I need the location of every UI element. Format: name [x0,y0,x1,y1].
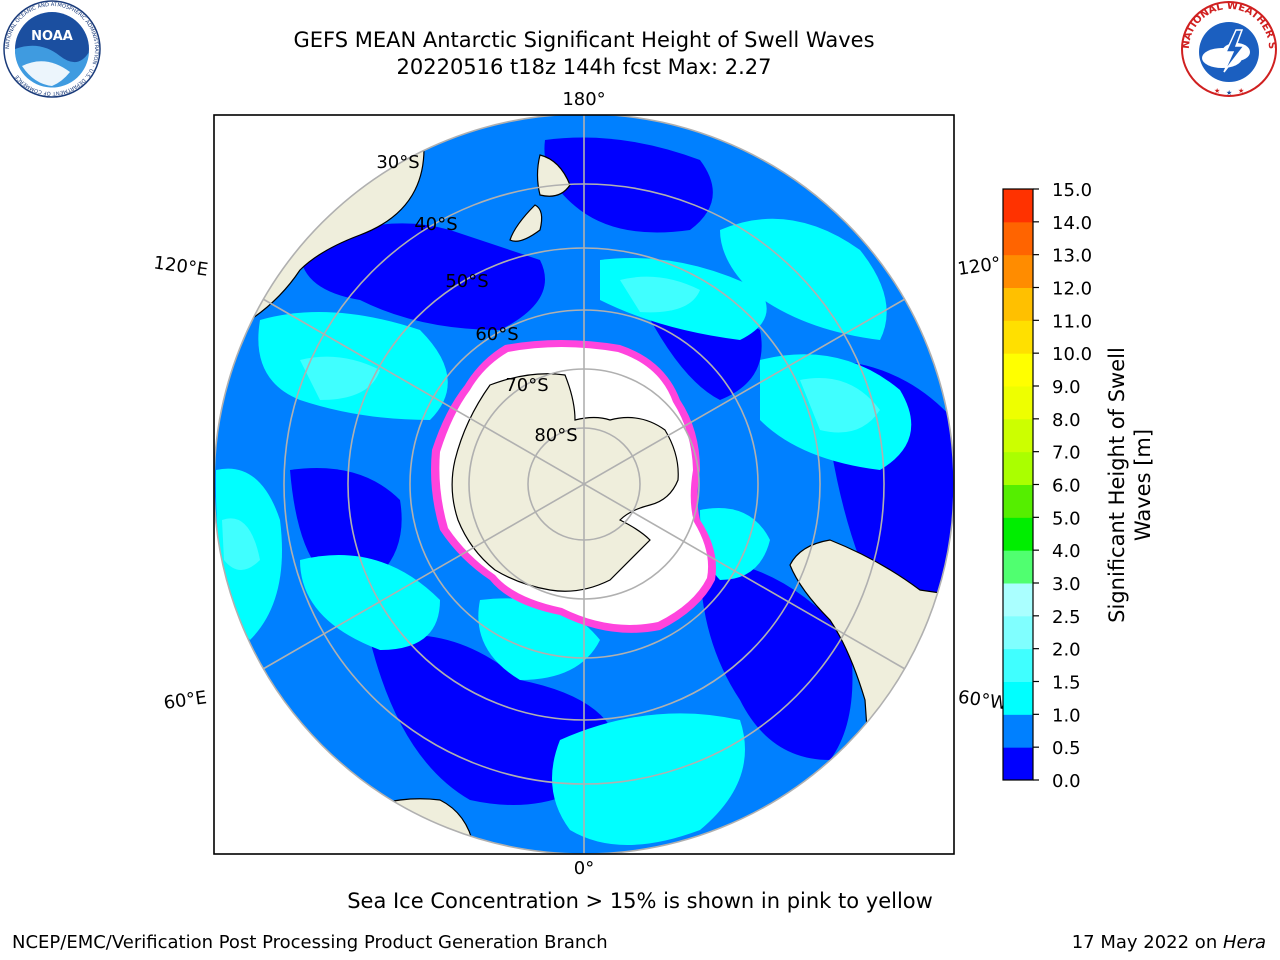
chart-subtitle: 20220516 t18z 144h fcst Max: 2.27 [396,55,772,79]
colorbar-tick-label: 15.0 [1052,180,1092,201]
colorbar-segment [1003,615,1033,650]
lat-label-70S: 70°S [505,375,548,396]
colorbar-tick-label: 5.0 [1052,508,1081,529]
lon-label-120W: 120° [956,253,1002,280]
colorbar-tick-label: 0.5 [1052,738,1081,759]
colorbar-tick-label: 2.5 [1052,607,1081,628]
svg-text:★: ★ [1238,87,1244,95]
footer-credit: NCEP/EMC/Verification Post Processing Pr… [12,932,608,953]
svg-text:★: ★ [1226,89,1232,97]
colorbar-tick-label: 0.0 [1052,771,1081,792]
colorbar-tick-label: 13.0 [1052,246,1092,267]
swell-region-high [300,555,440,650]
lon-label-60E: 60°E [162,687,208,714]
swell-region-higher [620,276,700,313]
colorbar-segment [1003,714,1033,748]
noaa-logo-text: NOAA [31,29,73,44]
colorbar-segment [1003,320,1033,354]
swell-region-high [552,713,745,845]
swell-region-low [300,223,545,330]
colorbar-tick-label: 10.0 [1052,344,1092,365]
footer-date: 17 May 2022 on Hera [1072,932,1266,953]
swell-region-higher [222,518,260,570]
colorbar-segment [1003,221,1033,256]
national-weather-service-logo: NATIONAL WEATHER SERVICE ★ ★ ★ [1178,0,1277,97]
graticule [214,115,954,854]
land-new-zealand [509,154,571,242]
colorbar-tick-label: 1.5 [1052,673,1081,694]
colorbar-segment [1003,681,1033,715]
colorbar-segment [1003,484,1033,518]
lat-label-60S: 60°S [475,324,518,345]
colorbar-tick-label: 12.0 [1052,279,1092,300]
swell-region-higher [800,378,880,433]
colorbar-tick-label: 14.0 [1052,213,1092,234]
noaa-logo: NATIONAL OCEANIC AND ATMOSPHERIC ADMINIS… [3,0,101,98]
colorbar: 0.0 0.5 1.0 1.5 2.0 2.5 3.0 4.0 5.0 6.0 7.0 8.0 9.0 1… [1002,180,1092,792]
colorbar-tick-label: 9.0 [1052,377,1081,398]
colorbar-label-line1: Significant Height of Swell [1105,347,1129,623]
colorbar-tick-label: 6.0 [1052,476,1081,497]
colorbar-segment [1003,550,1033,584]
colorbar-segment [1003,517,1033,551]
lon-label-60W: 60°W [957,687,1009,715]
swell-region-low [544,137,713,233]
colorbar-tick-label: 3.0 [1052,574,1081,595]
sea-ice-caption: Sea Ice Concentration > 15% is shown in … [347,889,933,913]
colorbar-tick-label: 2.0 [1052,640,1081,661]
colorbar-segment [1003,747,1033,781]
swell-region-higher [300,356,380,400]
colorbar-segment [1003,254,1033,288]
lon-label-180: 180° [562,89,605,110]
colorbar-tick-label: 8.0 [1052,410,1081,431]
footer-host: Hera [1222,932,1266,953]
colorbar-segment [1003,353,1033,387]
colorbar-label-line2: Waves [m] [1131,429,1155,541]
swell-region-low [700,560,853,760]
lon-label-120E: 120°E [152,252,209,280]
lon-label-0: 0° [574,858,594,879]
svg-text:★: ★ [1214,87,1220,95]
footer-date-text: 17 May 2022 on [1071,932,1223,953]
lat-label-80S: 80°S [534,425,577,446]
colorbar-segment [1003,386,1033,420]
chart-title: GEFS MEAN Antarctic Significant Height o… [293,28,875,52]
colorbar-tick-label: 1.0 [1052,705,1081,726]
colorbar-segment [1003,583,1033,617]
colorbar-tick-label: 4.0 [1052,541,1081,562]
colorbar-tick-label: 11.0 [1052,311,1092,332]
colorbar-segment [1003,189,1033,223]
colorbar-segment [1003,648,1033,682]
colorbar-segment [1003,418,1033,453]
lat-label-50S: 50°S [445,271,488,292]
map-border [213,114,955,855]
colorbar-segment [1003,287,1033,321]
colorbar-segment [1003,451,1033,485]
lat-label-30S: 30°S [376,152,419,173]
colorbar-tick-label: 7.0 [1052,443,1081,464]
lat-label-40S: 40°S [414,214,457,235]
meridian-60E-120W [262,298,906,670]
